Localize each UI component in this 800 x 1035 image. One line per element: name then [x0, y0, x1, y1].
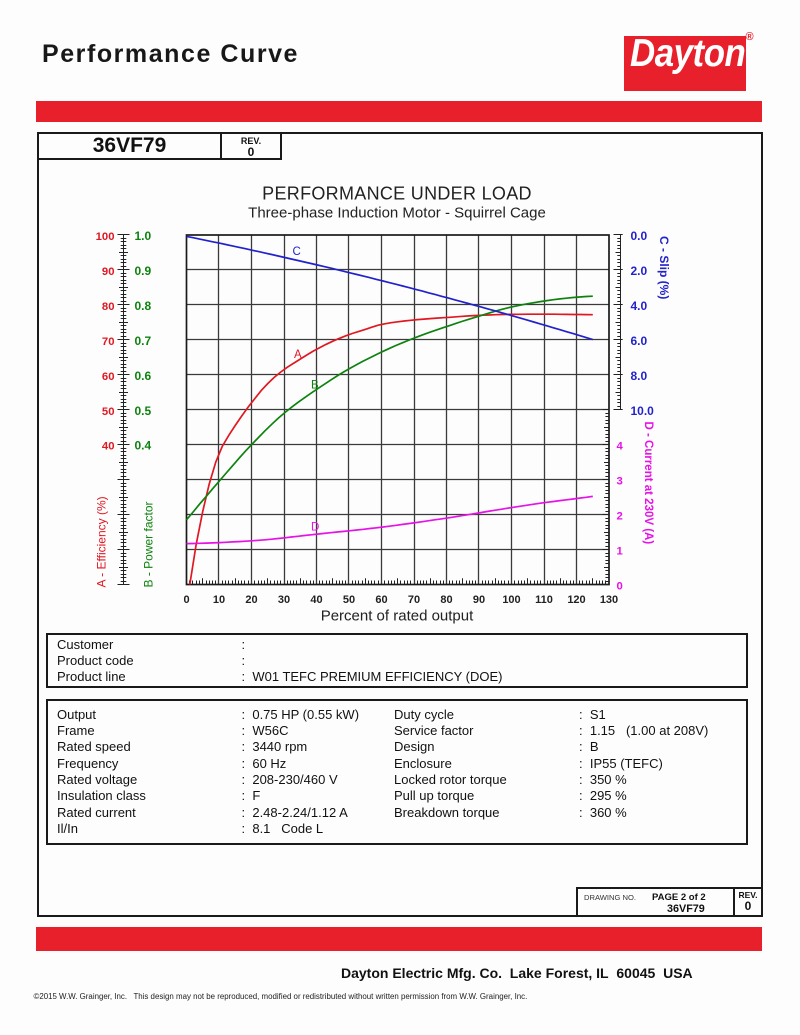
- svg-text:PERFORMANCE UNDER LOAD: PERFORMANCE UNDER LOAD: [262, 184, 532, 204]
- svg-text:D: D: [311, 522, 319, 534]
- svg-text:0.6: 0.6: [135, 369, 152, 383]
- svg-text:60: 60: [102, 371, 115, 383]
- svg-text:0: 0: [617, 581, 623, 593]
- svg-text:50: 50: [102, 406, 115, 418]
- svg-text:120: 120: [567, 594, 585, 606]
- svg-text:6.0: 6.0: [631, 334, 648, 348]
- svg-text:2: 2: [617, 511, 623, 523]
- svg-text:110: 110: [535, 594, 553, 606]
- svg-text:A: A: [294, 349, 302, 361]
- svg-text:Percent of rated output: Percent of rated output: [321, 608, 474, 625]
- svg-text:130: 130: [600, 594, 618, 606]
- svg-text:0.9: 0.9: [135, 264, 152, 278]
- svg-text:30: 30: [278, 594, 290, 606]
- svg-text:C - Slip (%): C - Slip (%): [657, 236, 671, 299]
- svg-text:0.8: 0.8: [135, 299, 152, 313]
- svg-text:60: 60: [375, 594, 387, 606]
- svg-text:0.7: 0.7: [135, 334, 152, 348]
- svg-text:8.0: 8.0: [631, 369, 648, 383]
- svg-text:50: 50: [343, 594, 355, 606]
- svg-text:100: 100: [96, 231, 115, 243]
- svg-text:90: 90: [102, 266, 115, 278]
- svg-text:3: 3: [617, 476, 623, 488]
- svg-text:1: 1: [617, 546, 623, 558]
- svg-text:0.5: 0.5: [135, 404, 152, 418]
- svg-text:4: 4: [617, 441, 624, 453]
- svg-text:70: 70: [102, 336, 115, 348]
- svg-text:40: 40: [310, 594, 322, 606]
- svg-text:80: 80: [440, 594, 452, 606]
- svg-text:1.0: 1.0: [135, 229, 152, 243]
- svg-text:A - Efficiency (%): A - Efficiency (%): [95, 496, 109, 587]
- svg-text:C: C: [293, 246, 301, 258]
- svg-text:70: 70: [408, 594, 420, 606]
- svg-text:D - Current at 230V (A): D - Current at 230V (A): [642, 422, 654, 545]
- svg-text:2.0: 2.0: [631, 264, 648, 278]
- svg-text:90: 90: [473, 594, 485, 606]
- svg-text:0.4: 0.4: [135, 439, 152, 453]
- svg-text:100: 100: [502, 594, 520, 606]
- svg-text:10.0: 10.0: [631, 404, 655, 418]
- svg-text:10: 10: [213, 594, 225, 606]
- svg-text:40: 40: [102, 441, 115, 453]
- svg-text:4.0: 4.0: [631, 299, 648, 313]
- svg-text:0.0: 0.0: [631, 229, 648, 243]
- svg-text:20: 20: [245, 594, 257, 606]
- svg-text:B - Power factor: B - Power factor: [142, 501, 156, 587]
- svg-text:Three-phase Induction Motor -: Three-phase Induction Motor - Squirrel C…: [248, 205, 546, 222]
- svg-text:0: 0: [183, 594, 189, 606]
- svg-text:B: B: [311, 380, 319, 392]
- svg-text:80: 80: [102, 301, 115, 313]
